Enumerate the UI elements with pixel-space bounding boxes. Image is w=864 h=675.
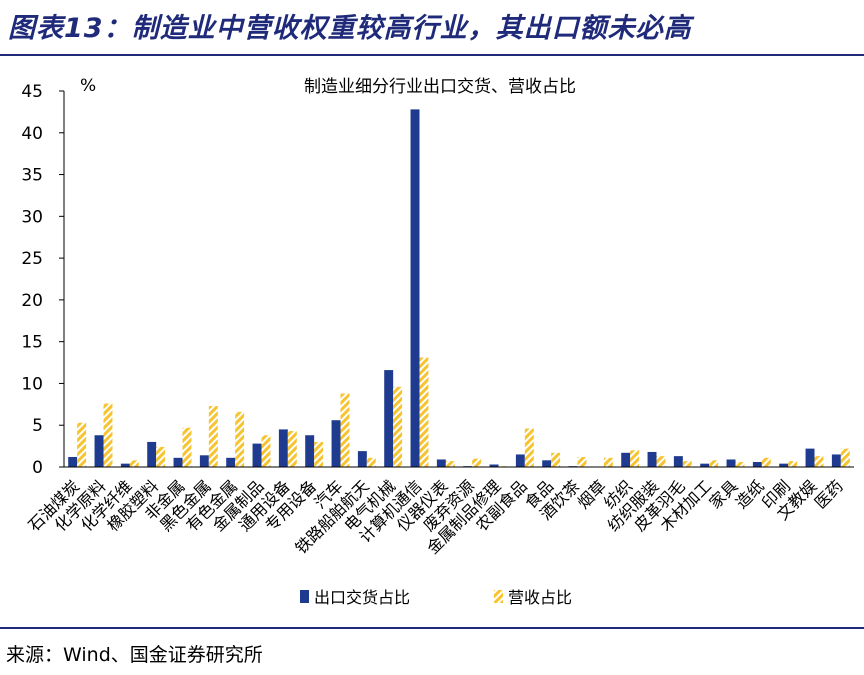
- bar-export: [410, 109, 420, 468]
- bar-export: [831, 454, 841, 467]
- bar-export: [173, 457, 183, 467]
- bar-revenue: [103, 403, 113, 467]
- legend-label-export: 出口交货占比: [314, 588, 410, 607]
- bar-revenue: [445, 461, 455, 467]
- bar-export: [647, 451, 657, 467]
- source-note: 来源：Wind、国金证券研究所: [6, 644, 263, 666]
- title-rule: [0, 54, 864, 56]
- bar-revenue: [393, 386, 403, 467]
- bar-revenue: [208, 406, 218, 467]
- legend-label-revenue: 营收占比: [508, 588, 572, 607]
- bar-export: [199, 455, 209, 467]
- bar-export: [700, 463, 710, 467]
- bar-revenue: [603, 457, 613, 467]
- source-rule: [0, 627, 864, 629]
- bar-export: [147, 441, 157, 467]
- bar-revenue: [682, 461, 692, 467]
- bar-export: [726, 459, 736, 467]
- bar-revenue: [840, 448, 850, 467]
- bar-revenue: [788, 461, 798, 467]
- bar-export: [752, 461, 762, 467]
- bar-chart: 制造业细分行业出口交货、营收占比 % 0 5 10 15 20 25 30 35 40 45 石油…: [21, 76, 854, 607]
- bar-export: [384, 370, 394, 467]
- bar-export: [779, 463, 789, 467]
- bar-export: [226, 457, 236, 467]
- bar-export: [278, 429, 288, 467]
- chart-title: 制造业细分行业出口交货、营收占比: [304, 77, 576, 97]
- y-tick-label: 20: [21, 291, 43, 311]
- y-tick-label: 5: [32, 416, 43, 436]
- bar-export: [515, 454, 525, 467]
- bar-export: [357, 451, 367, 467]
- bar-revenue: [235, 411, 245, 467]
- bar-revenue: [261, 435, 271, 467]
- bar-export: [489, 464, 499, 467]
- bar-revenue: [340, 393, 350, 467]
- bar-series: [68, 109, 850, 468]
- y-tick-label: 35: [21, 166, 43, 186]
- bar-revenue: [129, 460, 139, 467]
- y-tick-label: 0: [32, 458, 43, 478]
- bar-revenue: [182, 427, 192, 467]
- bar-revenue: [735, 461, 745, 467]
- figure-title: 图表13：制造业中营收权重较高行业，其出口额未必高: [8, 13, 692, 44]
- bar-revenue: [287, 431, 297, 467]
- bar-export: [94, 435, 104, 467]
- bar-revenue: [77, 422, 87, 467]
- bar-revenue: [709, 460, 719, 467]
- y-tick-label: 15: [21, 333, 43, 353]
- y-tick-label: 25: [21, 249, 43, 269]
- legend: 出口交货占比 营收占比: [300, 588, 572, 607]
- bar-export: [331, 420, 341, 467]
- bar-revenue: [524, 428, 534, 467]
- bar-revenue: [472, 458, 482, 467]
- y-tick-label: 10: [21, 374, 43, 394]
- bar-export: [673, 456, 683, 467]
- bar-revenue: [814, 456, 824, 467]
- bar-revenue: [761, 457, 771, 467]
- bar-revenue: [656, 456, 666, 467]
- legend-swatch-export: [300, 590, 309, 603]
- x-axis-labels: 石油煤炭化学原料化学纤维橡胶塑料非金属黑色金属有色金属金属制品通用设备专用设备汽…: [24, 476, 846, 557]
- bar-export: [621, 452, 631, 467]
- bar-export: [542, 460, 552, 467]
- bar-revenue: [551, 452, 561, 467]
- bar-export: [805, 448, 815, 467]
- y-tick-label: 30: [21, 207, 43, 227]
- bar-export: [68, 456, 78, 467]
- bar-revenue: [630, 450, 640, 467]
- y-axis-label: %: [80, 76, 96, 96]
- bar-revenue: [577, 456, 587, 467]
- x-tick-label: 医药: [811, 476, 847, 512]
- bar-revenue: [156, 446, 166, 467]
- bar-revenue: [366, 457, 376, 467]
- y-tick-label: 45: [21, 82, 43, 102]
- y-tick-label: 40: [21, 124, 43, 144]
- bar-export: [305, 435, 315, 467]
- bar-export: [120, 463, 130, 467]
- y-axis: 0 5 10 15 20 25 30 35 40 45: [21, 82, 64, 478]
- bar-revenue: [419, 357, 429, 467]
- bar-export: [436, 459, 446, 467]
- bar-revenue: [314, 441, 324, 467]
- legend-swatch-revenue: [494, 590, 503, 603]
- bar-export: [252, 443, 262, 467]
